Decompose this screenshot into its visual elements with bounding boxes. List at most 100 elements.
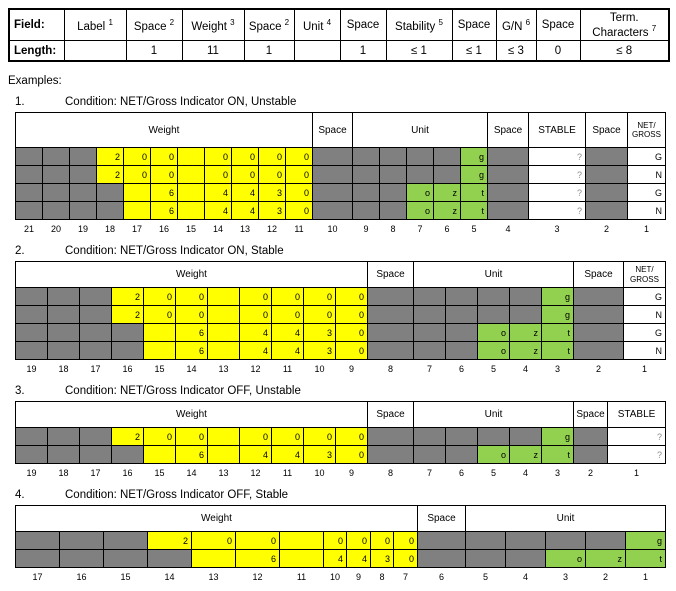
data-row: 6 4 4 3 0 o z t? N [15, 201, 666, 220]
grid-cell: t [625, 549, 666, 568]
position-number: 3 [545, 567, 586, 583]
grid-cell: t [460, 183, 488, 202]
grid-cell [413, 287, 446, 306]
grid-cell [111, 341, 144, 360]
grid-cell [585, 531, 626, 550]
grid-cell [573, 305, 624, 324]
position-number: 4 [487, 219, 529, 235]
grid-cell [406, 147, 434, 166]
grid-cell [15, 427, 48, 446]
footnote-number: 2 [284, 17, 290, 27]
grid-cell [207, 305, 240, 324]
position-number: 16 [150, 219, 178, 235]
data-row: 2 0 0 0 0 0 0 g? [15, 427, 666, 446]
grid-cell [15, 147, 43, 166]
position-number: 5 [465, 567, 506, 583]
grid-cell: 4 [239, 323, 272, 342]
grid-cell: 0 [303, 305, 336, 324]
position-number: 14 [147, 567, 192, 583]
grid-cell: 3 [303, 341, 336, 360]
grid-cell [379, 201, 407, 220]
grid-cell: z [509, 341, 542, 360]
position-number: 2 [573, 359, 624, 375]
column-header: Space [573, 261, 624, 288]
grid-cell: 0 [239, 305, 272, 324]
grid-cell [279, 531, 324, 550]
position-number-row: 21 20 19 18 17 16 15 14 13 12 11 10 9 8 7 6 5 4 3 2 1 [15, 219, 666, 235]
grid-cell: N [623, 305, 666, 324]
grid-cell [465, 549, 506, 568]
grid-cell [585, 201, 628, 220]
grid-cell: 0 [370, 531, 394, 550]
grid-cell: 0 [150, 165, 178, 184]
grid-cell: 4 [204, 183, 232, 202]
examples-label: Examples: [8, 75, 62, 87]
grid-cell [79, 323, 112, 342]
position-number: 17 [79, 463, 112, 479]
position-number: 16 [59, 567, 104, 583]
grid-cell [15, 287, 48, 306]
position-number: 14 [204, 219, 232, 235]
position-number: 11 [285, 219, 313, 235]
position-number: 5 [460, 219, 488, 235]
column-header: NET/ GROSS [623, 261, 666, 288]
grid-cell: 0 [285, 147, 313, 166]
grid-cell [147, 549, 192, 568]
position-number: 21 [15, 219, 43, 235]
position-number-row: 19 18 17 16 15 14 13 12 11 10 9 8 7 6 5 4 3 2 1 [15, 463, 666, 479]
grid-cell: 0 [285, 183, 313, 202]
grid-cell: g [625, 531, 666, 550]
header-row: Weight Space Unit Space STABLE Space NET/ GROS… [15, 112, 666, 148]
grid-cell [352, 183, 380, 202]
column-header: Weight [15, 261, 368, 288]
column-header: Unit [413, 401, 574, 428]
grid-cell: 0 [335, 427, 368, 446]
example-3-title: 3. Condition: NET/Gross Indicator OFF, Un… [15, 385, 676, 397]
field-name-cell: G/N 6 [495, 8, 537, 41]
grid-cell [207, 341, 240, 360]
position-number: 7 [413, 359, 446, 375]
field-name-cell: Term. Characters 7 [579, 8, 670, 41]
position-number: 9 [352, 219, 380, 235]
position-number: 9 [335, 463, 368, 479]
grid-cell [417, 549, 466, 568]
grid-cell: 6 [175, 323, 208, 342]
grid-cell: g [541, 305, 574, 324]
column-header: Weight [15, 112, 313, 148]
grid-cell: ? [528, 165, 586, 184]
grid-cell [585, 147, 628, 166]
grid-cell [413, 427, 446, 446]
example-4: 4. Condition: NET/Gross Indicator OFF, St… [15, 489, 676, 583]
grid-cell [69, 165, 97, 184]
position-number: 4 [505, 567, 546, 583]
grid-cell: z [585, 549, 626, 568]
grid-cell [573, 323, 624, 342]
example-condition-text: Condition: NET/Gross Indicator OFF, Unst… [65, 385, 301, 397]
position-number: 13 [191, 567, 236, 583]
field-name-cell: Space 2 [125, 8, 183, 41]
position-number: 8 [367, 463, 414, 479]
grid-cell [413, 341, 446, 360]
footnote-number: 4 [326, 17, 332, 27]
position-number: 3 [528, 219, 586, 235]
example-number: 2. [15, 245, 25, 257]
position-number: 7 [413, 463, 446, 479]
column-header: Unit [465, 505, 666, 532]
grid-cell: N [627, 165, 666, 184]
example-number: 4. [15, 489, 25, 501]
grid-cell: o [477, 341, 510, 360]
position-number: 6 [417, 567, 466, 583]
grid-cell [207, 427, 240, 446]
column-header: NET/ GROSS [627, 112, 666, 148]
position-number: 2 [585, 219, 628, 235]
grid-cell: 0 [335, 445, 368, 464]
position-number: 9 [346, 567, 371, 583]
field-length-cell: 1 [339, 40, 387, 62]
position-number: 19 [15, 359, 48, 375]
grid-cell: 0 [143, 305, 176, 324]
position-number: 19 [69, 219, 97, 235]
grid-cell [143, 341, 176, 360]
grid-cell [445, 445, 478, 464]
